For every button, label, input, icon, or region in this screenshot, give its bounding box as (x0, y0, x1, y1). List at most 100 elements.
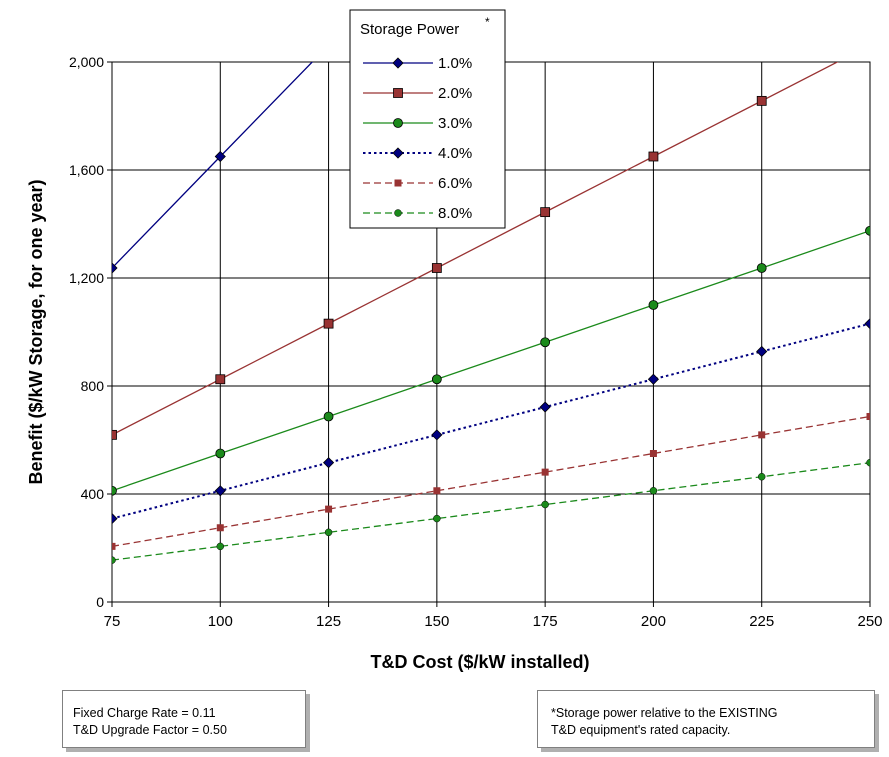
upgrade-factor-note: T&D Upgrade Factor = 0.50 (73, 723, 227, 737)
legend-swatch-marker (394, 179, 402, 187)
series-line (112, 62, 314, 269)
legend-entry: 1.0% (363, 55, 472, 72)
legend: Storage Power * 1.0% 2.0% 3.0% 4.0% 6.0% 8.0% (349, 9, 506, 229)
legend-box (349, 9, 506, 229)
series-line (112, 62, 839, 436)
parameters-note: Fixed Charge Rate = 0.11 T&D Upgrade Fac… (62, 690, 306, 748)
data-point (541, 500, 549, 509)
data-point (866, 413, 870, 421)
x-tick-label: 175 (533, 613, 558, 630)
y-tick-label: 2,000 (69, 54, 104, 70)
series-1-0- (112, 62, 314, 274)
legend-swatch-marker (394, 209, 402, 217)
data-point (541, 468, 549, 476)
data-point (433, 487, 441, 495)
footnote-line-1: *Storage power relative to the EXISTING (551, 706, 778, 720)
series-6-0- (112, 413, 870, 550)
data-point (866, 458, 870, 467)
x-tick-label: 75 (104, 613, 121, 630)
data-point (648, 300, 659, 310)
legend-entry: 2.0% (363, 85, 472, 102)
data-point (865, 225, 870, 236)
footnote-line-2: T&D equipment's rated capacity. (551, 723, 731, 737)
data-point (647, 373, 659, 385)
data-point (756, 263, 767, 273)
x-tick-label: 200 (641, 613, 666, 630)
legend-label: 2.0% (438, 85, 472, 102)
data-point (649, 450, 657, 457)
series-line (112, 415, 870, 548)
data-point (112, 542, 116, 550)
data-point (112, 513, 118, 525)
series-4-0- (112, 318, 870, 525)
data-point (756, 95, 767, 106)
x-tick-label: 125 (316, 613, 341, 630)
legend-label: 3.0% (438, 115, 472, 132)
legend-label: 8.0% (438, 205, 472, 222)
legend-label: 1.0% (438, 55, 472, 72)
benefit-chart: 0 400 800 1,200 1,600 2,000 75 100 125 150 175 200 2… (26, 9, 883, 672)
footnote-note: *Storage power relative to the EXISTING … (537, 690, 875, 748)
series-3-0- (112, 225, 870, 496)
data-point (649, 487, 658, 495)
data-point (433, 514, 441, 523)
legend-swatch-marker (392, 147, 404, 159)
x-tick-label: 150 (424, 613, 449, 630)
data-point (539, 401, 551, 413)
data-point (756, 345, 768, 358)
legend-label: 6.0% (438, 175, 472, 192)
data-point (757, 472, 766, 481)
legend-entry: 8.0% (363, 205, 472, 222)
data-point (323, 411, 334, 422)
data-point (112, 429, 117, 440)
y-axis-label: Benefit ($/kW Storage, for one year) (26, 179, 46, 484)
x-tick-label: 100 (208, 613, 233, 630)
data-point (323, 318, 334, 329)
data-point (324, 528, 333, 537)
y-tick-label: 0 (96, 594, 104, 610)
y-tick-label: 1,200 (69, 270, 104, 286)
legend-title-asterisk: * (485, 15, 490, 29)
x-tick-label: 250 (857, 613, 882, 630)
data-point (648, 151, 659, 162)
data-point (540, 207, 551, 218)
legend-entry: 4.0% (363, 145, 472, 162)
legend-title: Storage Power (360, 21, 459, 38)
data-point (325, 505, 333, 513)
data-point (214, 485, 226, 497)
y-tick-label: 400 (81, 486, 105, 502)
data-point (323, 457, 335, 469)
data-point (431, 263, 442, 273)
x-axis-label: T&D Cost ($/kW installed) (370, 652, 589, 672)
legend-swatch-marker (392, 57, 404, 69)
data-point (216, 524, 224, 532)
legend-swatch-marker (393, 88, 403, 98)
data-point (215, 448, 226, 459)
fixed-charge-rate-note: Fixed Charge Rate = 0.11 (73, 706, 216, 720)
y-tick-label: 800 (81, 378, 105, 394)
legend-label: 4.0% (438, 145, 472, 162)
series-8-0- (112, 458, 870, 564)
legend-swatch-marker (393, 118, 403, 128)
legend-entry: 3.0% (363, 115, 472, 132)
series-line (112, 462, 870, 561)
data-point (431, 374, 442, 385)
x-tick-label: 225 (749, 613, 774, 630)
series-line (112, 322, 870, 520)
data-point (112, 485, 117, 496)
data-point (216, 542, 225, 551)
y-tick-label: 1,600 (69, 162, 104, 178)
data-point (112, 262, 118, 274)
data-point (215, 374, 226, 385)
data-point (431, 429, 443, 441)
series-2-0- (112, 62, 839, 440)
series-layer (112, 62, 870, 564)
data-point (214, 150, 226, 163)
axes: 0 400 800 1,200 1,600 2,000 75 100 125 150 175 200 2… (69, 54, 883, 630)
series-line (112, 230, 870, 492)
data-point (540, 337, 551, 348)
data-point (758, 431, 766, 439)
data-point (864, 318, 870, 330)
data-point (112, 556, 116, 564)
legend-entry: 6.0% (363, 175, 472, 192)
